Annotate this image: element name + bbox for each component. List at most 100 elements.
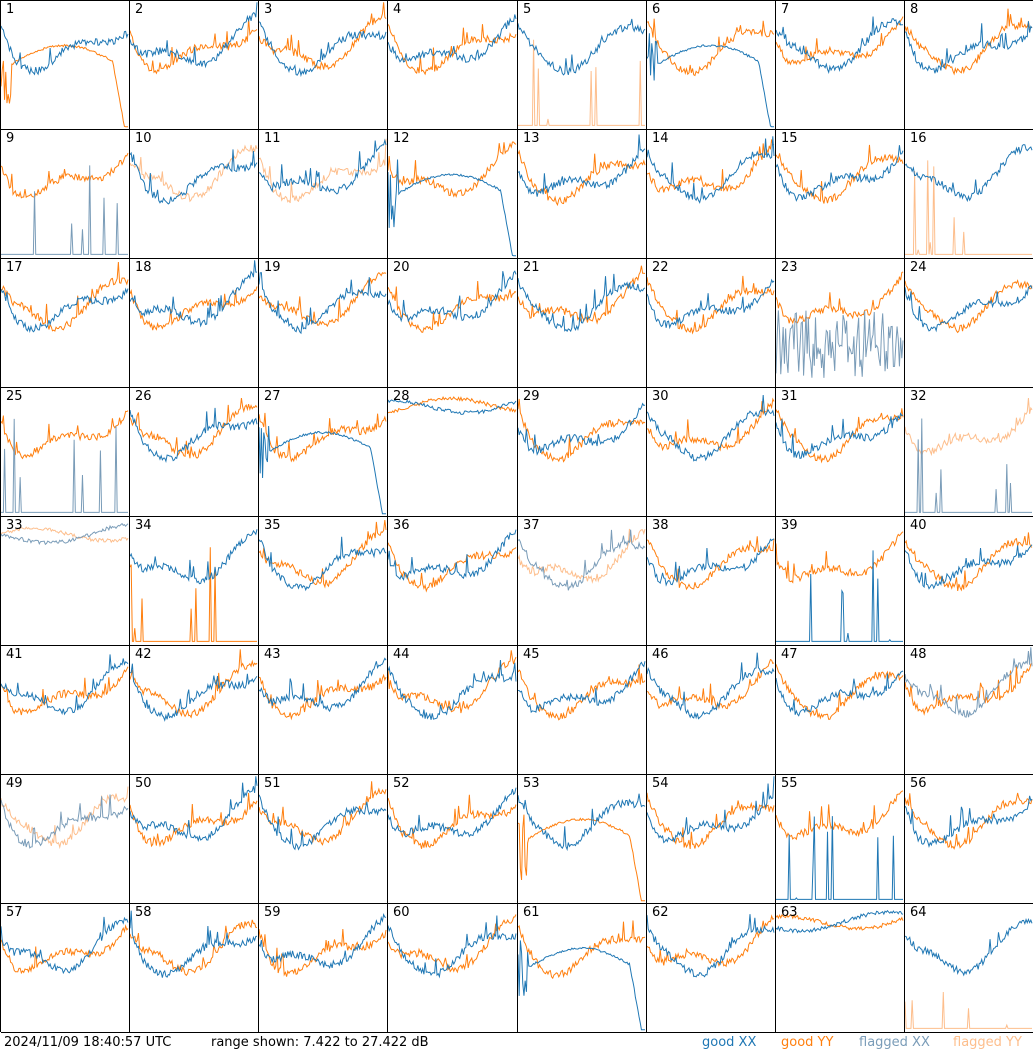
panel-number: 53 [523,776,540,791]
legend-good-yy: good YY [781,1035,834,1050]
trace-xx-good [130,776,258,843]
trace-xx-good [647,776,775,844]
panel-number: 51 [264,776,281,791]
panel-plot [776,144,904,204]
trace-yy-good [388,914,517,974]
panel-plot [388,914,517,979]
antenna-panel-17: 17 [1,259,130,388]
panel-plot [518,398,646,463]
antenna-panel-48: 48 [905,646,1033,775]
panel-number: 33 [6,518,23,533]
panel-plot [259,138,387,204]
trace-xx-good [647,914,775,978]
panel-number: 23 [781,260,798,275]
panel-number: 16 [910,131,927,146]
trace-yy-good [647,792,775,849]
panel-plot [259,2,387,78]
antenna-panel-5: 5 [518,1,647,130]
trace-xx-good [647,136,775,204]
panel-plot [388,787,517,849]
antenna-panel-56: 56 [905,775,1033,904]
trace-yy-flagged [1,786,129,850]
trace-yy-good [905,792,1033,850]
trace-yy-good [388,141,517,198]
panel-plot [776,16,904,74]
trace-yy-good [647,914,775,968]
trace-yy-good [130,397,258,459]
trace-yy-good [259,928,387,977]
trace-xx-good [776,145,904,202]
panel-plot [1,152,129,255]
panel-plot [1,916,129,975]
trace-yy-good [130,547,258,642]
panel-plot [776,408,904,464]
trace-yy-good [259,2,387,71]
antenna-panel-32: 32 [905,388,1033,517]
panel-plot [776,664,904,720]
panel-plot [518,920,646,1031]
trace-xx-good [130,2,258,69]
antenna-panel-46: 46 [647,646,776,775]
trace-xx-flagged [905,647,1033,718]
antenna-panel-1: 1 [1,1,130,130]
antenna-panel-51: 51 [259,775,388,904]
antenna-panel-33: 33 [1,517,130,646]
antenna-panel-61: 61 [518,904,647,1033]
panel-number: 44 [393,647,410,662]
trace-xx-good [776,550,904,642]
trace-xx-good [905,144,1033,203]
trace-xx-good [905,795,1033,849]
trace-xx-good [647,652,775,720]
panel-number: 49 [6,776,23,791]
panel-plot [518,134,646,207]
antenna-panel-14: 14 [647,130,776,259]
antenna-panel-58: 58 [130,904,259,1033]
panel-number: 36 [393,518,410,533]
trace-yy-good [388,542,517,593]
panel-number: 40 [910,518,927,533]
panel-number: 14 [652,131,669,146]
panel-plot [130,529,258,642]
antenna-panel-22: 22 [647,259,776,388]
trace-yy-good [647,275,775,335]
trace-xx-good [518,402,646,456]
trace-xx-good [1,287,129,333]
antenna-panel-27: 27 [259,388,388,517]
panel-plot [905,532,1033,592]
range-text: range shown: 7.422 to 27.422 dB [211,1035,429,1050]
panel-number: 7 [781,2,790,17]
antenna-panel-2: 2 [130,1,259,130]
antenna-panel-45: 45 [518,646,647,775]
trace-yy-good [647,18,775,77]
panel-plot [518,265,646,333]
trace-xx-good [130,149,258,205]
panel-number: 24 [910,260,927,275]
trace-yy-good [776,16,904,66]
antenna-panel-64: 64 [905,904,1033,1033]
antenna-panel-31: 31 [776,388,905,517]
trace-yy-good [647,536,775,591]
antenna-panel-63: 63 [776,904,905,1033]
panel-number: 52 [393,776,410,791]
panel-plot [647,395,775,462]
panel-number: 10 [135,131,152,146]
trace-yy-good [905,532,1033,592]
trace-xx-good [1,916,129,975]
trace-xx-good [259,657,387,713]
trace-yy-good [259,520,387,589]
antenna-panel-52: 52 [388,775,518,904]
antenna-panel-41: 41 [1,646,130,775]
trace-yy-flagged [518,39,646,126]
panel-plot [130,776,258,848]
panel-plot [776,909,904,934]
antenna-panel-34: 34 [130,517,259,646]
trace-xx-good [905,21,1033,74]
trace-yy-good [647,139,775,193]
panel-plot [130,397,258,464]
footer: 2024/11/09 18:40:57 UTC range shown: 7.4… [0,1032,1033,1053]
antenna-panel-44: 44 [388,646,518,775]
trace-xx-flagged [776,310,904,378]
timestamp: 2024/11/09 18:40:57 UTC [4,1035,172,1050]
trace-xx-flagged [1,418,129,513]
panel-plot [647,536,775,591]
